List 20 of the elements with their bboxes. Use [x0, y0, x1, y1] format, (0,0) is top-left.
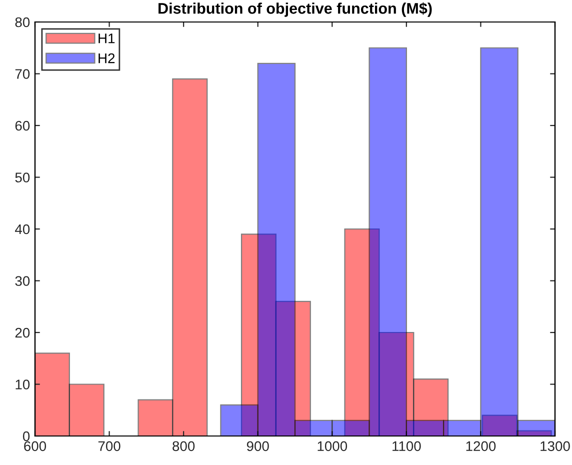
- x-tick-label: 600: [24, 441, 46, 452]
- y-tick-label: 0: [22, 431, 30, 442]
- x-tick-label: 1100: [392, 441, 421, 452]
- y-tick-label: 50: [15, 172, 30, 182]
- legend-label: H1: [98, 34, 115, 44]
- x-tick-label: 1000: [318, 441, 348, 452]
- y-tick-label: 40: [15, 224, 30, 234]
- x-tick-label: 900: [246, 441, 269, 452]
- y-tick-label: 10: [16, 380, 30, 390]
- chart-title: Distribution of objective function (M$): [158, 2, 432, 17]
- y-tick-label: 80: [15, 17, 30, 28]
- legend-label: H2: [98, 53, 115, 64]
- x-tick-label: 1300: [540, 441, 570, 452]
- x-tick-label: 700: [98, 441, 120, 452]
- y-tick-label: 70: [15, 69, 30, 79]
- y-tick-label: 20: [15, 328, 30, 338]
- y-tick-label: 60: [15, 120, 30, 131]
- x-tick-label: 1200: [466, 441, 496, 452]
- x-tick-label: 800: [172, 441, 195, 452]
- y-tick-label: 30: [15, 276, 30, 286]
